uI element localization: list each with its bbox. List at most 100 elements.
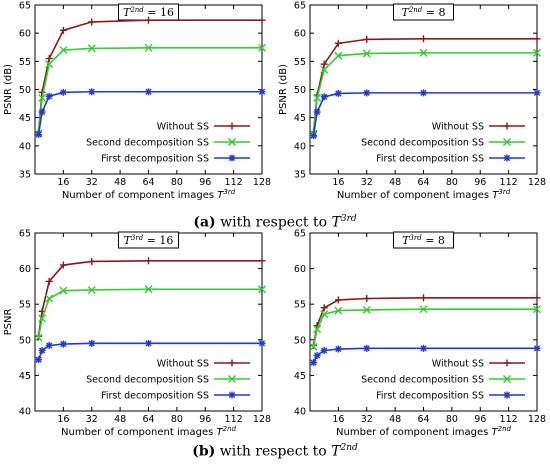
y-tick-label: 60: [19, 264, 31, 275]
legend-entry-0: Without SS: [157, 122, 250, 133]
data-point: [59, 340, 67, 348]
x-tick-label: 112: [225, 414, 243, 425]
x-tick-label: 48: [389, 177, 401, 188]
data-point: [88, 339, 96, 347]
y-tick-label: 65: [19, 1, 31, 12]
data-point: [313, 325, 322, 334]
legend-label: First decomposition SS: [376, 154, 484, 165]
x-tick-label: 48: [114, 414, 126, 425]
data-point: [419, 48, 428, 57]
x-tick-label: 128: [253, 177, 271, 188]
series-line-2: [312, 92, 537, 136]
y-tick-label: 60: [19, 29, 31, 40]
data-point: [313, 93, 322, 102]
legend-marker: [228, 122, 236, 130]
legend-entry-1: Second decomposition SS: [86, 138, 250, 149]
y-tick-label: 40: [19, 141, 31, 152]
x-tick-label: 64: [417, 177, 429, 188]
data-point: [258, 16, 266, 24]
y-tick-label: 50: [294, 335, 306, 346]
data-point: [420, 294, 427, 302]
legend-marker: [503, 359, 511, 367]
data-point: [320, 346, 328, 354]
chart-title-box: [118, 231, 179, 249]
data-point: [363, 344, 371, 352]
series-line-0: [37, 19, 262, 132]
data-point: [313, 108, 321, 116]
x-tick-label: 128: [528, 177, 546, 188]
x-tick-label: 80: [171, 177, 183, 188]
legend-entry-2: First decomposition SS: [376, 391, 525, 402]
data-point: [45, 277, 53, 285]
caption-b-sup: 2nd: [340, 443, 358, 453]
chart-title-box: [393, 3, 454, 21]
y-tick-label: 45: [294, 371, 306, 382]
caption-a-symbol: T: [331, 214, 341, 231]
y-axis-title: PSNR (dB): [3, 64, 14, 115]
caption-a: (a) with respect to T3rd: [0, 214, 550, 231]
legend-entry-0: Without SS: [432, 359, 525, 370]
data-point: [258, 43, 266, 52]
chart-title: T2nd = 8: [401, 6, 445, 19]
chart-panel-a-right: 35 40 45 50 55 60 65 16 32 48 64 80 96 112 128 PSNR (dB…: [278, 1, 546, 202]
y-tick-label: 50: [294, 85, 306, 96]
legend-label: Without SS: [432, 359, 484, 370]
data-point: [45, 92, 53, 100]
x-axis-title: Number of component images T3rd: [337, 188, 511, 201]
data-point: [533, 344, 541, 352]
data-point: [362, 305, 371, 314]
legend-marker: [228, 138, 236, 146]
data-point: [35, 356, 43, 364]
data-point: [533, 48, 541, 57]
y-tick-label: 40: [294, 141, 306, 152]
data-point: [320, 93, 328, 101]
x-tick-label: 32: [361, 414, 373, 425]
data-point: [258, 285, 266, 294]
chart-panel-b-left: 40 45 50 55 60 65 16 32 48 64 80 96 112 128 PSNR Number…: [3, 229, 271, 439]
data-point: [144, 285, 153, 294]
legend-marker: [503, 391, 511, 399]
y-tick-label: 45: [294, 113, 306, 124]
x-tick-label: 48: [114, 177, 126, 188]
data-point: [310, 132, 318, 140]
data-point: [258, 88, 266, 96]
chart-title: T3rd = 8: [402, 234, 445, 247]
x-tick-label: 96: [199, 177, 211, 188]
legend-marker: [503, 375, 511, 383]
y-tick-label: 50: [19, 335, 31, 346]
x-tick-label: 16: [332, 414, 344, 425]
data-point: [59, 88, 67, 96]
data-point: [45, 341, 53, 349]
x-tick-label: 112: [225, 177, 243, 188]
x-tick-label: 32: [86, 414, 98, 425]
data-point: [320, 65, 329, 74]
data-point: [34, 333, 43, 342]
x-axis-title: Number of component images T3rd: [62, 188, 236, 201]
x-tick-label: 128: [528, 414, 546, 425]
data-point: [258, 257, 266, 265]
legend-entry-2: First decomposition SS: [376, 154, 525, 165]
x-tick-label: 64: [417, 414, 429, 425]
y-axis-title: PSNR (dB): [278, 64, 289, 115]
legend-label: Second decomposition SS: [361, 138, 484, 149]
x-tick-label: 80: [171, 414, 183, 425]
y-tick-label: 65: [19, 229, 31, 240]
data-point: [145, 339, 152, 347]
data-point: [38, 108, 46, 116]
legend-entry-2: First decomposition SS: [101, 154, 250, 165]
legend-label: First decomposition SS: [101, 391, 209, 402]
x-tick-label: 16: [332, 177, 344, 188]
data-point: [145, 257, 152, 265]
legend-entry-0: Without SS: [157, 359, 250, 370]
y-tick-label: 45: [19, 371, 31, 382]
series-line-0: [312, 296, 537, 346]
data-point: [38, 314, 47, 323]
caption-b-label: (b): [192, 443, 216, 460]
x-axis-title: Number of component images T2nd: [336, 425, 511, 438]
data-point: [334, 51, 343, 60]
caption-a-text: with respect to: [220, 214, 328, 231]
y-tick-label: 40: [294, 407, 306, 418]
data-point: [533, 89, 541, 97]
data-point: [420, 89, 427, 97]
